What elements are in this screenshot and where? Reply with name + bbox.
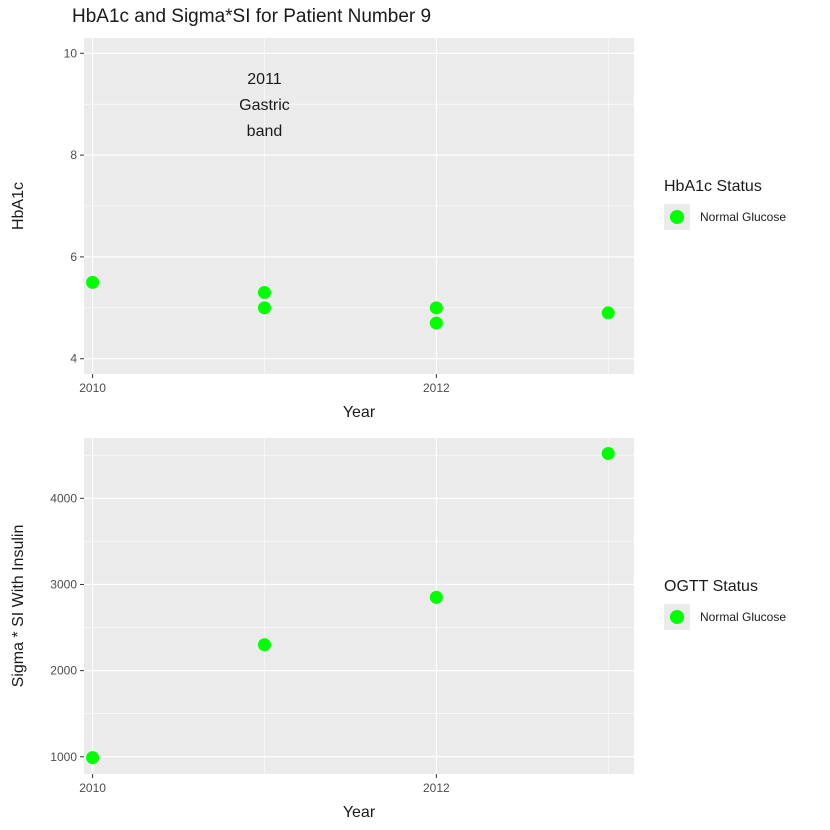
data-point: [429, 301, 443, 315]
y-tick-label: 10: [64, 46, 78, 60]
data-point: [601, 447, 615, 461]
legend-entry: Normal Glucose: [664, 204, 786, 230]
y-tick-label: 4: [70, 352, 77, 366]
y-tick-label: 2000: [50, 664, 77, 678]
legend-point-icon: [670, 210, 684, 224]
legend-point-icon: [670, 610, 684, 624]
data-point: [86, 275, 100, 289]
data-point: [429, 316, 443, 330]
y-tick-label: 3000: [50, 577, 77, 591]
legend-key: [664, 604, 690, 630]
data-point: [86, 751, 100, 765]
x-axis-label: Year: [343, 804, 376, 821]
data-point: [257, 286, 271, 300]
y-tick-label: 8: [70, 148, 77, 162]
plot-panel-2: 1000 2000 3000 4000 2010 2012 Year Sigma * SI W…: [10, 438, 634, 821]
legend-top: HbA1c Status Normal Glucose: [664, 178, 786, 230]
x-tick-label: 2012: [423, 781, 450, 795]
data-point: [257, 638, 271, 652]
legend-title: OGTT Status: [664, 578, 758, 595]
y-axis-label: HbA1c: [10, 182, 27, 230]
x-tick-label: 2010: [79, 781, 106, 795]
legend-bottom: OGTT Status Normal Glucose: [664, 578, 786, 630]
y-tick-label: 4000: [50, 491, 77, 505]
legend-label: Normal Glucose: [700, 610, 787, 624]
legend-label: Normal Glucose: [700, 210, 787, 224]
panel-background: [84, 438, 634, 774]
annotation-text: Gastric: [239, 97, 290, 114]
y-tick-label: 1000: [50, 750, 77, 764]
legend-entry: Normal Glucose: [664, 604, 786, 630]
x-axis-label: Year: [343, 404, 376, 421]
annotation-text: 2011: [247, 71, 282, 88]
legend-title: HbA1c Status: [664, 178, 762, 195]
annotation-text: band: [247, 123, 283, 140]
x-tick-label: 2010: [79, 381, 106, 395]
chart-title: HbA1c and Sigma*SI for Patient Number 9: [72, 6, 432, 27]
x-tick-label: 2012: [423, 381, 450, 395]
data-point: [601, 306, 615, 320]
y-axis-label: Sigma * SI With Insulin: [10, 525, 27, 688]
y-tick-label: 6: [70, 250, 77, 264]
data-point: [429, 590, 443, 604]
data-point: [257, 301, 271, 315]
legend-key: [664, 204, 690, 230]
plot-panel-1: 4 6 8 10 2010 2012 Year HbA1c 2011 Gastric band: [10, 38, 634, 421]
